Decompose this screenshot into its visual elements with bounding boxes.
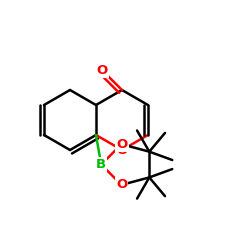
Text: O: O (116, 144, 128, 156)
Text: B: B (96, 158, 106, 171)
Text: O: O (97, 64, 108, 77)
Text: O: O (116, 138, 127, 151)
Text: O: O (116, 178, 127, 191)
